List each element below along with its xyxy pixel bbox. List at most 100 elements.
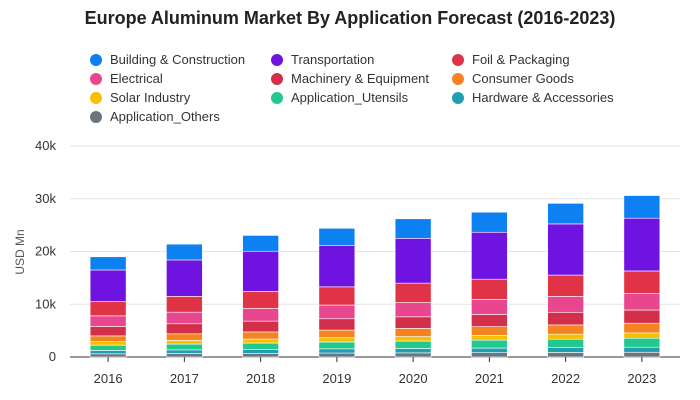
bar-segment[interactable]	[242, 331, 279, 340]
bar-segment[interactable]	[318, 318, 356, 331]
bar-segment[interactable]	[547, 296, 584, 313]
bar-segment[interactable]	[394, 302, 432, 318]
bar-segment[interactable]	[318, 227, 356, 246]
bar-segment[interactable]	[471, 211, 508, 233]
bar-stack-2020	[394, 218, 432, 358]
bar-segment[interactable]	[166, 311, 203, 325]
legend-item[interactable]: Foil & Packaging	[452, 52, 570, 67]
legend-item[interactable]: Building & Construction	[90, 52, 245, 67]
bar-segment[interactable]	[89, 326, 127, 337]
legend-item[interactable]: Application_Others	[90, 109, 220, 124]
x-tick-label: 2023	[627, 371, 656, 386]
bar-segment[interactable]	[242, 353, 279, 358]
legend-item[interactable]: Application_Utensils	[271, 90, 408, 105]
bar-segment[interactable]	[166, 340, 203, 345]
bar-segment[interactable]	[318, 337, 356, 343]
bar-segment[interactable]	[89, 269, 127, 302]
bar-segment[interactable]	[394, 352, 432, 358]
bar-segment[interactable]	[166, 243, 203, 261]
bar-segment[interactable]	[318, 348, 356, 354]
bar-segment[interactable]	[471, 231, 508, 280]
legend-label: Solar Industry	[110, 90, 191, 105]
bar-segment[interactable]	[166, 259, 203, 297]
bar-segment[interactable]	[394, 218, 432, 239]
bar-segment[interactable]	[242, 235, 279, 252]
legend-swatch	[271, 53, 283, 66]
bar-segment[interactable]	[547, 324, 584, 335]
bar-segment[interactable]	[242, 308, 279, 322]
legend-item[interactable]: Transportation	[271, 52, 374, 67]
bar-segment[interactable]	[394, 348, 432, 354]
bar-segment[interactable]	[318, 329, 356, 339]
bar-segment[interactable]	[547, 274, 584, 297]
bar-segment[interactable]	[394, 282, 432, 303]
bar-segment[interactable]	[394, 328, 432, 337]
bar-segment[interactable]	[471, 299, 508, 315]
bar-segment[interactable]	[89, 256, 127, 271]
bar-segment[interactable]	[166, 323, 203, 335]
legend-label: Building & Construction	[110, 52, 246, 67]
legend-label: Consumer Goods	[472, 71, 574, 86]
bar-segment[interactable]	[242, 250, 279, 292]
bar-segment[interactable]	[623, 270, 661, 294]
legend-item[interactable]: Solar Industry	[90, 90, 190, 105]
bar-stack-2021	[471, 211, 508, 358]
bar-segment[interactable]	[89, 350, 127, 355]
bar-segment[interactable]	[471, 278, 508, 300]
bar-segment[interactable]	[623, 337, 661, 348]
bar-segment[interactable]	[242, 342, 279, 350]
bar-segment[interactable]	[166, 353, 203, 358]
bar-segment[interactable]	[318, 352, 356, 358]
bar-segment[interactable]	[89, 301, 127, 317]
bar-segment[interactable]	[166, 333, 203, 341]
bar-segment[interactable]	[89, 335, 127, 343]
bar-segment[interactable]	[471, 352, 508, 358]
bar-segment[interactable]	[471, 347, 508, 353]
bar-segment[interactable]	[166, 296, 203, 313]
bar-segment[interactable]	[394, 238, 432, 284]
legend-item[interactable]: Machinery & Equipment	[271, 71, 429, 86]
bar-segment[interactable]	[166, 343, 203, 351]
legend-item[interactable]: Hardware & Accessories	[452, 90, 614, 105]
bar-segment[interactable]	[623, 293, 661, 311]
bar-segment[interactable]	[471, 335, 508, 341]
bar-segment[interactable]	[318, 245, 356, 288]
bar-segment[interactable]	[623, 351, 661, 358]
bar-segment[interactable]	[242, 291, 279, 309]
bar-segment[interactable]	[623, 322, 661, 334]
bar-segment[interactable]	[471, 326, 508, 336]
bar-segment[interactable]	[394, 340, 432, 349]
bar-segment[interactable]	[318, 304, 356, 320]
bar-segment[interactable]	[89, 315, 127, 327]
bar-segment[interactable]	[394, 336, 432, 342]
legend-label: Transportation	[291, 52, 375, 67]
bar-segment[interactable]	[623, 217, 661, 272]
bar-segment[interactable]	[394, 316, 432, 329]
bar-segment[interactable]	[89, 353, 127, 358]
bar-segment[interactable]	[242, 349, 279, 354]
bar-segment[interactable]	[623, 346, 661, 353]
bar-segment[interactable]	[242, 338, 279, 344]
bar-segment[interactable]	[547, 333, 584, 340]
bar-segment[interactable]	[318, 341, 356, 350]
legend-item[interactable]: Electrical	[90, 71, 163, 86]
bar-segment[interactable]	[471, 314, 508, 327]
y-tick-label: 20k	[35, 244, 56, 259]
bar-segment[interactable]	[623, 332, 661, 339]
bar-segment[interactable]	[89, 341, 127, 346]
bar-segment[interactable]	[166, 349, 203, 354]
bar-segment[interactable]	[547, 203, 584, 225]
bar-segment[interactable]	[547, 223, 584, 276]
bar-segment[interactable]	[547, 352, 584, 358]
bar-segment[interactable]	[471, 339, 508, 349]
bar-segment[interactable]	[547, 347, 584, 353]
bar-stack-2022	[547, 203, 584, 358]
bar-segment[interactable]	[547, 338, 584, 348]
bar-segment[interactable]	[547, 311, 584, 326]
bar-segment[interactable]	[89, 344, 127, 351]
legend-item[interactable]: Consumer Goods	[452, 71, 574, 86]
bar-segment[interactable]	[318, 286, 356, 306]
bar-segment[interactable]	[242, 320, 279, 333]
bar-segment[interactable]	[623, 195, 661, 219]
bar-segment[interactable]	[623, 309, 661, 324]
